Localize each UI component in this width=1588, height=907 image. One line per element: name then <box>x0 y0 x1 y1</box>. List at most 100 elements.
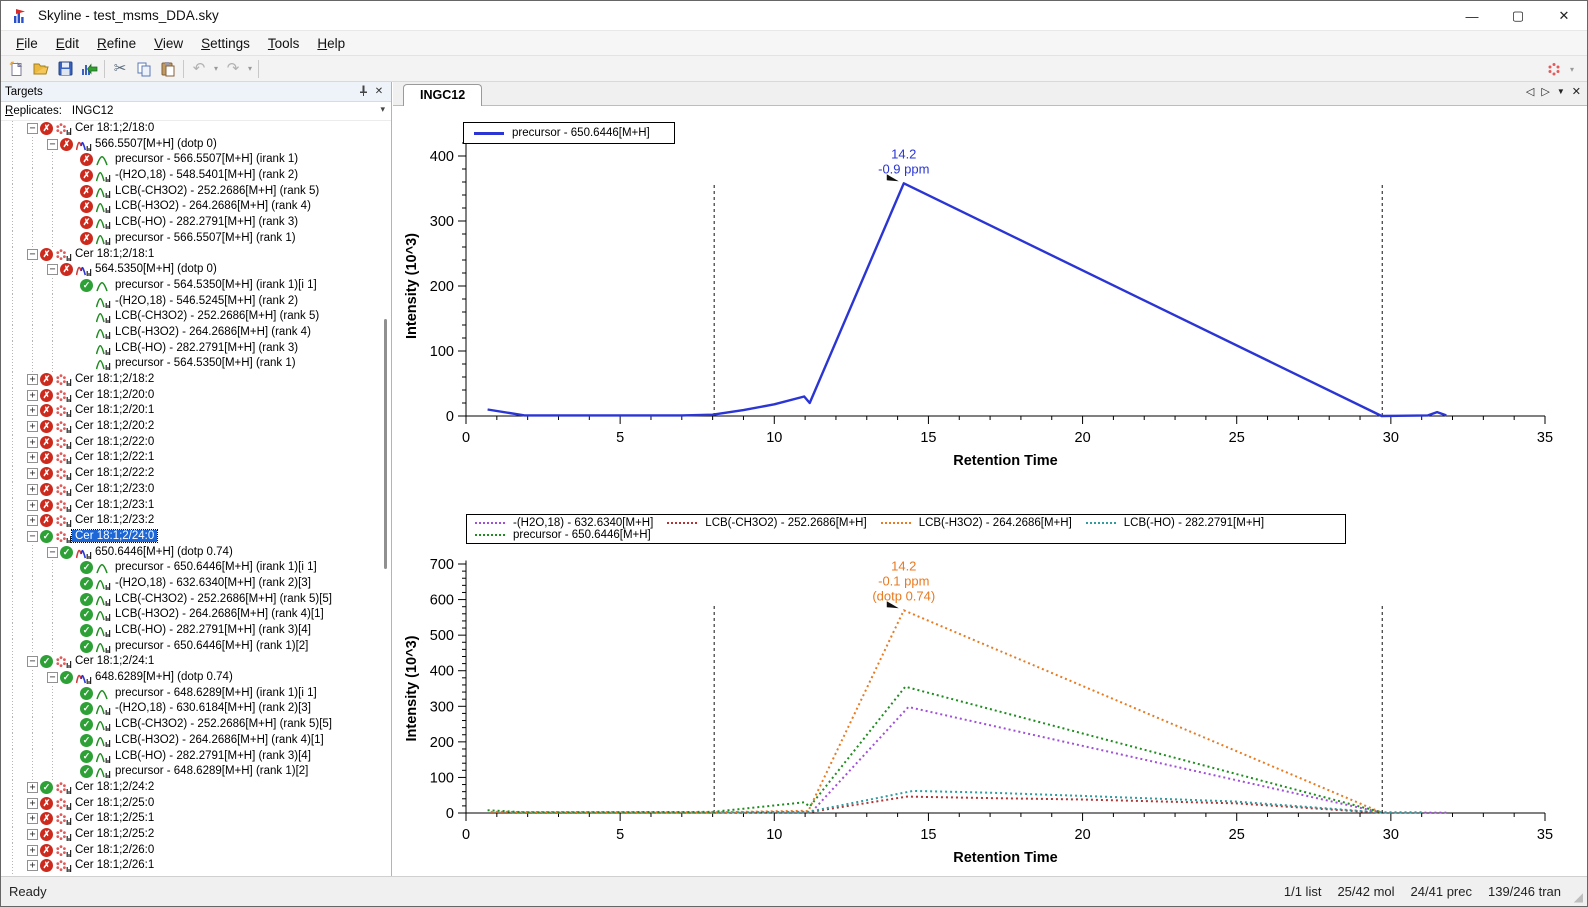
redo-dropdown[interactable]: ▾ <box>245 64 255 73</box>
replicates-dropdown-icon[interactable]: ▾ <box>380 104 385 115</box>
minimize-button[interactable]: — <box>1449 1 1495 31</box>
expand-box[interactable]: + <box>27 452 38 463</box>
import-results-button[interactable] <box>77 58 101 80</box>
tab-ingc12[interactable]: INGC12 <box>403 84 482 107</box>
tree-row[interactable]: ✓LCB(-CH3O2) - 252.2686[M+H] (rank 5)[5] <box>1 717 391 733</box>
expand-box[interactable]: + <box>27 860 38 871</box>
tab-scroll-right-icon[interactable]: ▷ <box>1541 85 1549 98</box>
tree-row[interactable]: −✗564.5350[M+H] (dotp 0) <box>1 262 391 278</box>
expand-box[interactable]: + <box>27 484 38 495</box>
tree-scrollbar[interactable] <box>384 319 387 569</box>
tree-row[interactable]: precursor - 564.5350[M+H] (rank 1) <box>1 356 391 372</box>
close-button[interactable]: ✕ <box>1541 1 1587 31</box>
expand-box[interactable]: + <box>27 500 38 511</box>
tree-row[interactable]: +✗Cer 18:1;2/23:1 <box>1 498 391 514</box>
molecule-settings-button[interactable] <box>1543 58 1567 80</box>
tree-row[interactable]: LCB(-HO) - 282.2791[M+H] (rank 3) <box>1 341 391 357</box>
tree-row[interactable]: +✗Cer 18:1;2/20:2 <box>1 419 391 435</box>
tab-close-icon[interactable]: ✕ <box>1572 85 1581 98</box>
menu-help[interactable]: Help <box>308 33 354 54</box>
tree-row[interactable]: −✓650.6446[M+H] (dotp 0.74) <box>1 545 391 561</box>
tree-row[interactable]: ✓LCB(-H3O2) - 264.2686[M+H] (rank 4)[1] <box>1 733 391 749</box>
menu-refine[interactable]: Refine <box>88 33 145 54</box>
tree-row[interactable]: ✓precursor - 650.6446[M+H] (irank 1)[i 1… <box>1 560 391 576</box>
tree-row[interactable]: ✗LCB(-H3O2) - 264.2686[M+H] (rank 4) <box>1 199 391 215</box>
chromatogram-charts[interactable]: 01002003004000510152025303514.2-0.9 ppmR… <box>393 106 1588 876</box>
tree-row[interactable]: ✗precursor - 566.5507[M+H] (irank 1) <box>1 152 391 168</box>
expand-box[interactable]: + <box>27 468 38 479</box>
tree-row[interactable]: ✓-(H2O,18) - 630.6184[M+H] (rank 2)[3] <box>1 701 391 717</box>
tree-row[interactable]: −✗Cer 18:1;2/18:0 <box>1 121 391 137</box>
collapse-box[interactable]: − <box>27 531 38 542</box>
tree-row[interactable]: LCB(-CH3O2) - 252.2686[M+H] (rank 5) <box>1 309 391 325</box>
expand-box[interactable]: + <box>27 421 38 432</box>
tree-row[interactable]: +✗Cer 18:1;2/22:1 <box>1 450 391 466</box>
expand-box[interactable]: + <box>27 782 38 793</box>
tree-row[interactable]: −✓648.6289[M+H] (dotp 0.74) <box>1 670 391 686</box>
menu-view[interactable]: View <box>145 33 192 54</box>
tree-row[interactable]: +✗Cer 18:1;2/20:1 <box>1 403 391 419</box>
tree-row[interactable]: ✓LCB(-HO) - 282.2791[M+H] (rank 3)[4] <box>1 623 391 639</box>
resize-grip[interactable]: ◢ <box>1574 890 1583 904</box>
expand-box[interactable]: + <box>27 515 38 526</box>
tree-row[interactable]: +✗Cer 18:1;2/26:1 <box>1 858 391 874</box>
tree-row[interactable]: ✓precursor - 650.6446[M+H] (rank 1)[2] <box>1 639 391 655</box>
tree-row[interactable]: +✗Cer 18:1;2/23:2 <box>1 513 391 529</box>
undo-dropdown[interactable]: ▾ <box>211 64 221 73</box>
tree-row[interactable]: ✗LCB(-CH3O2) - 252.2686[M+H] (rank 5) <box>1 184 391 200</box>
collapse-box[interactable]: − <box>27 123 38 134</box>
tree-row[interactable]: +✗Cer 18:1;2/22:2 <box>1 466 391 482</box>
tree-row[interactable]: LCB(-H3O2) - 264.2686[M+H] (rank 4) <box>1 325 391 341</box>
tree-row[interactable]: +✗Cer 18:1;2/25:2 <box>1 827 391 843</box>
tree-row[interactable]: +✓Cer 18:1;2/24:2 <box>1 780 391 796</box>
save-button[interactable] <box>53 58 77 80</box>
tree-row[interactable]: +✗Cer 18:1;2/23:0 <box>1 482 391 498</box>
tree-row[interactable]: +✗Cer 18:1;2/18:2 <box>1 372 391 388</box>
expand-box[interactable]: + <box>27 437 38 448</box>
collapse-box[interactable]: − <box>27 656 38 667</box>
pin-icon[interactable] <box>355 85 371 99</box>
tree-row[interactable]: +✗Cer 18:1;2/25:0 <box>1 796 391 812</box>
tree-row[interactable]: −✓Cer 18:1;2/24:1 <box>1 654 391 670</box>
tree-row[interactable]: ✗-(H2O,18) - 548.5401[M+H] (rank 2) <box>1 168 391 184</box>
tree-row[interactable]: -(H2O,18) - 546.5245[M+H] (rank 2) <box>1 294 391 310</box>
expand-box[interactable]: + <box>27 374 38 385</box>
menu-settings[interactable]: Settings <box>192 33 259 54</box>
cut-button[interactable]: ✂ <box>108 58 132 80</box>
tree-row[interactable]: +✗Cer 18:1;2/25:1 <box>1 811 391 827</box>
collapse-box[interactable]: − <box>47 547 58 558</box>
expand-box[interactable]: + <box>27 405 38 416</box>
tree-row[interactable]: −✗566.5507[M+H] (dotp 0) <box>1 137 391 153</box>
tree-row[interactable]: ✓precursor - 648.6289[M+H] (rank 1)[2] <box>1 764 391 780</box>
replicates-combo[interactable]: INGC12 <box>72 105 114 117</box>
tree-row[interactable]: +✗Cer 18:1;2/20:0 <box>1 388 391 404</box>
collapse-box[interactable]: − <box>47 264 58 275</box>
tree-row[interactable]: ✓LCB(-HO) - 282.2791[M+H] (rank 3)[4] <box>1 749 391 765</box>
tree-row[interactable]: ✓-(H2O,18) - 632.6340[M+H] (rank 2)[3] <box>1 576 391 592</box>
new-document-button[interactable] <box>5 58 29 80</box>
tree-row[interactable]: +✗Cer 18:1;2/26:0 <box>1 843 391 859</box>
tree-row[interactable]: ✓LCB(-CH3O2) - 252.2686[M+H] (rank 5)[5] <box>1 592 391 608</box>
expand-box[interactable]: + <box>27 798 38 809</box>
expand-box[interactable]: + <box>27 813 38 824</box>
tree-row[interactable]: ✓precursor - 564.5350[M+H] (irank 1)[i 1… <box>1 278 391 294</box>
tab-scroll-left-icon[interactable]: ◁ <box>1526 85 1534 98</box>
collapse-box[interactable]: − <box>27 249 38 260</box>
redo-button[interactable]: ↷ <box>221 58 245 80</box>
expand-box[interactable]: + <box>27 390 38 401</box>
tree-row[interactable]: −✓Cer 18:1;2/24:0 <box>1 529 391 545</box>
expand-box[interactable]: + <box>27 845 38 856</box>
menu-tools[interactable]: Tools <box>259 33 309 54</box>
open-file-button[interactable] <box>29 58 53 80</box>
tab-list-dropdown-icon[interactable]: ▼ <box>1557 87 1565 96</box>
close-panel-icon[interactable]: ✕ <box>371 86 387 97</box>
collapse-box[interactable]: − <box>47 672 58 683</box>
molecule-settings-dropdown[interactable]: ▾ <box>1567 65 1577 74</box>
paste-button[interactable] <box>156 58 180 80</box>
undo-button[interactable]: ↶ <box>187 58 211 80</box>
tree-row[interactable]: ✗precursor - 566.5507[M+H] (rank 1) <box>1 231 391 247</box>
tree-row[interactable]: +✗Cer 18:1;2/22:0 <box>1 435 391 451</box>
collapse-box[interactable]: − <box>47 139 58 150</box>
menu-file[interactable]: File <box>7 33 47 54</box>
expand-box[interactable]: + <box>27 829 38 840</box>
